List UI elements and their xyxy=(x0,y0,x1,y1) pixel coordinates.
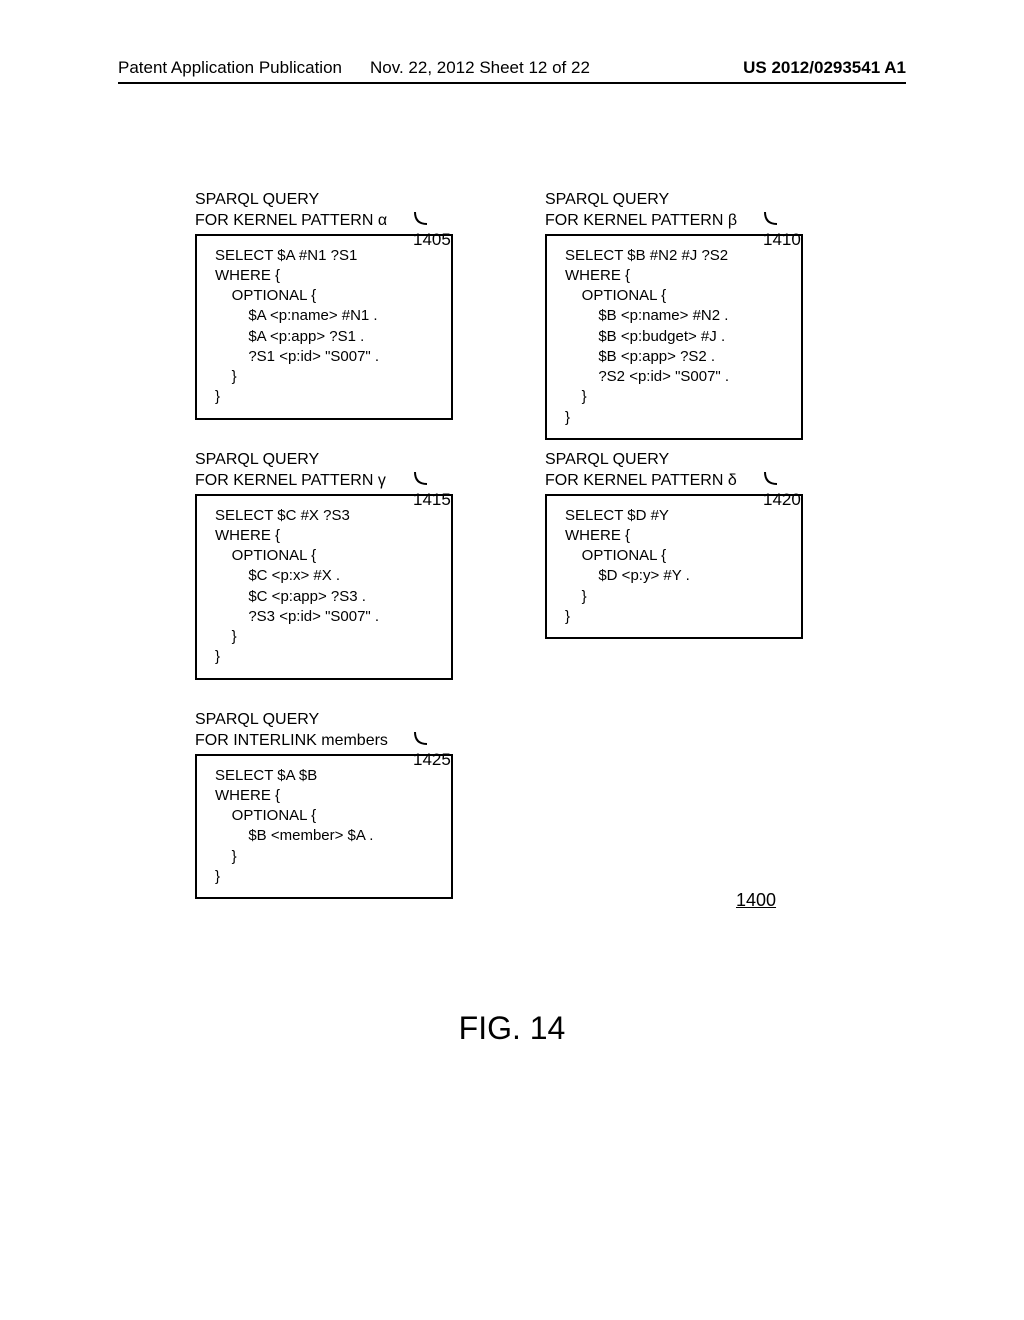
query-block-beta: SPARQL QUERY FOR KERNEL PATTERN β 1410 S… xyxy=(545,190,803,440)
code: SELECT $D #Y WHERE { OPTIONAL { $D <p:y>… xyxy=(565,506,787,628)
query-block-interlink: SPARQL QUERY FOR INTERLINK members 1425 … xyxy=(195,710,453,899)
title-line1: SPARQL QUERY xyxy=(195,191,319,208)
code: SELECT $C #X ?S3 WHERE { OPTIONAL { $C <… xyxy=(215,506,437,668)
ref-num: 1415 xyxy=(413,490,451,509)
header-rule xyxy=(118,82,906,84)
header-right: US 2012/0293541 A1 xyxy=(743,58,906,78)
ref-label-beta: 1410 xyxy=(763,210,803,250)
figure-number: 1400 xyxy=(736,890,776,911)
code: SELECT $A #N1 ?S1 WHERE { OPTIONAL { $A … xyxy=(215,246,437,408)
figure-caption: FIG. 14 xyxy=(0,1010,1024,1047)
ref-num: 1425 xyxy=(413,750,451,769)
ref-num: 1410 xyxy=(763,230,801,249)
ref-label-gamma: 1415 xyxy=(413,470,453,510)
title-line1: SPARQL QUERY xyxy=(195,451,319,468)
code-box: SELECT $D #Y WHERE { OPTIONAL { $D <p:y>… xyxy=(545,494,803,640)
title-line1: SPARQL QUERY xyxy=(545,191,669,208)
page-header: Patent Application Publication Nov. 22, … xyxy=(0,58,1024,62)
page: Patent Application Publication Nov. 22, … xyxy=(0,0,1024,1320)
title-line2: FOR KERNEL PATTERN α xyxy=(195,212,387,229)
code: SELECT $B #N2 #J ?S2 WHERE { OPTIONAL { … xyxy=(565,246,787,428)
title-line2: FOR INTERLINK members xyxy=(195,732,388,749)
code: SELECT $A $B WHERE { OPTIONAL { $B <memb… xyxy=(215,766,437,888)
ref-label-interlink: 1425 xyxy=(413,730,453,770)
ref-num: 1405 xyxy=(413,230,451,249)
leader-hook-icon xyxy=(413,470,431,488)
query-block-alpha: SPARQL QUERY FOR KERNEL PATTERN α 1405 S… xyxy=(195,190,453,420)
title-line2: FOR KERNEL PATTERN β xyxy=(545,212,737,229)
title-line1: SPARQL QUERY xyxy=(195,711,319,728)
title-line2: FOR KERNEL PATTERN δ xyxy=(545,472,737,489)
ref-label-alpha: 1405 xyxy=(413,210,453,250)
title-line2: FOR KERNEL PATTERN γ xyxy=(195,472,386,489)
ref-num: 1420 xyxy=(763,490,801,509)
header-left: Patent Application Publication xyxy=(118,58,342,78)
leader-hook-icon xyxy=(413,730,431,748)
leader-hook-icon xyxy=(413,210,431,228)
leader-hook-icon xyxy=(763,210,781,228)
query-block-delta: SPARQL QUERY FOR KERNEL PATTERN δ 1420 S… xyxy=(545,450,803,639)
code-box: SELECT $A $B WHERE { OPTIONAL { $B <memb… xyxy=(195,754,453,900)
code-box: SELECT $C #X ?S3 WHERE { OPTIONAL { $C <… xyxy=(195,494,453,680)
leader-hook-icon xyxy=(763,470,781,488)
code-box: SELECT $A #N1 ?S1 WHERE { OPTIONAL { $A … xyxy=(195,234,453,420)
header-center: Nov. 22, 2012 Sheet 12 of 22 xyxy=(370,58,590,78)
ref-label-delta: 1420 xyxy=(763,470,803,510)
code-box: SELECT $B #N2 #J ?S2 WHERE { OPTIONAL { … xyxy=(545,234,803,440)
title-line1: SPARQL QUERY xyxy=(545,451,669,468)
query-block-gamma: SPARQL QUERY FOR KERNEL PATTERN γ 1415 S… xyxy=(195,450,453,680)
